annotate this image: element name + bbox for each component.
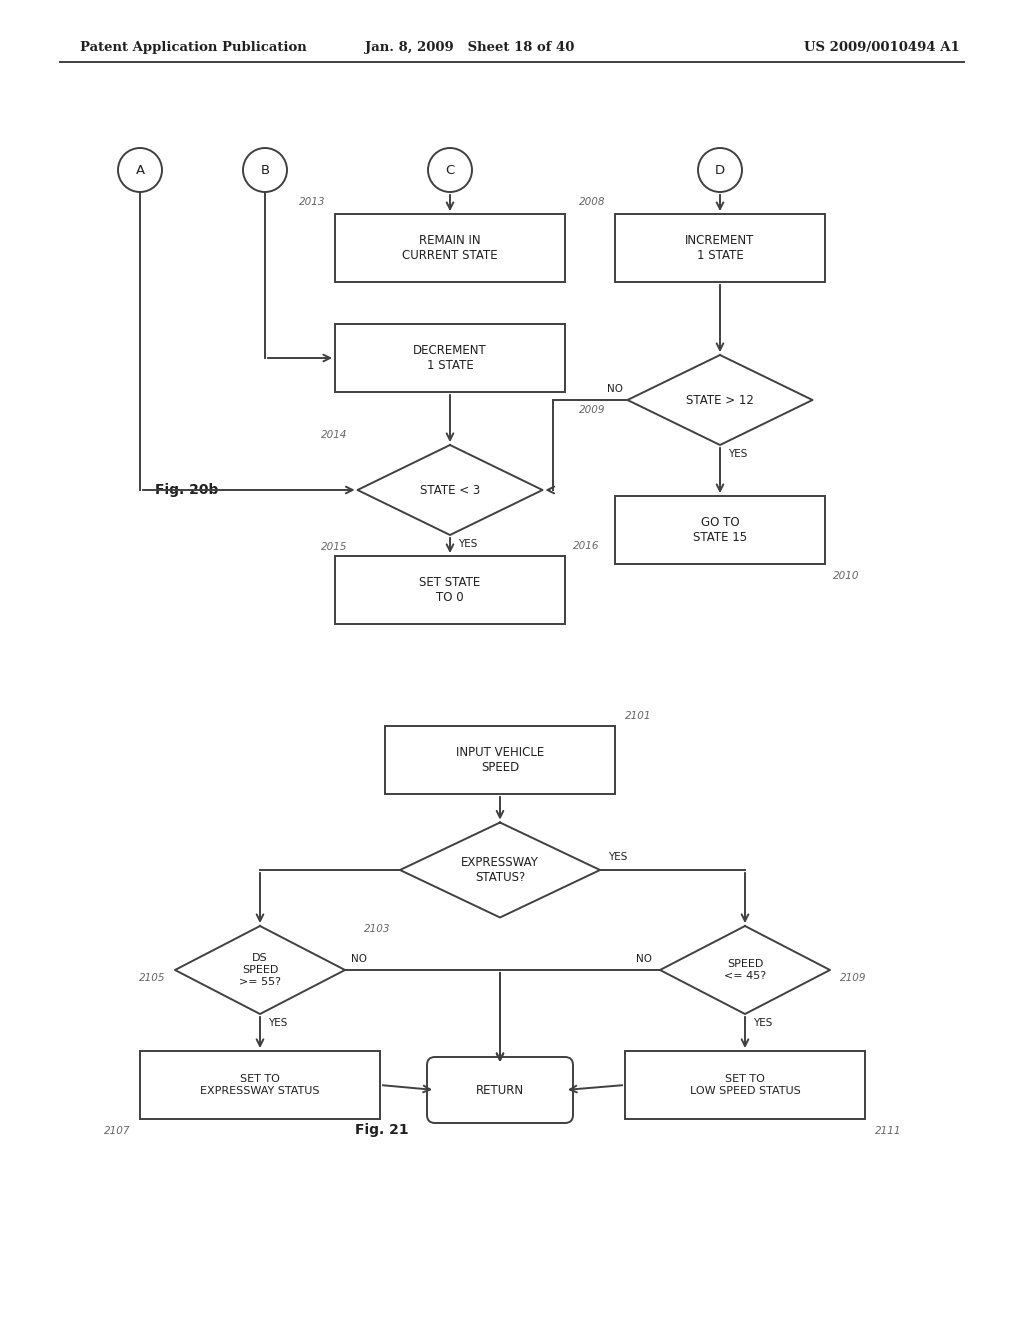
Text: REMAIN IN
CURRENT STATE: REMAIN IN CURRENT STATE [402,234,498,261]
Text: 2009: 2009 [579,405,605,414]
Text: YES: YES [728,449,748,459]
Text: 2109: 2109 [840,973,866,983]
Text: YES: YES [608,851,628,862]
Text: 2013: 2013 [299,197,325,207]
Polygon shape [660,927,830,1014]
Text: SET TO
EXPRESSWAY STATUS: SET TO EXPRESSWAY STATUS [201,1074,319,1096]
Text: US 2009/0010494 A1: US 2009/0010494 A1 [804,41,961,54]
Text: DS
SPEED
>= 55?: DS SPEED >= 55? [239,953,281,986]
Text: 2008: 2008 [579,197,605,207]
FancyBboxPatch shape [335,556,565,624]
Text: Patent Application Publication: Patent Application Publication [80,41,307,54]
Text: 2103: 2103 [364,924,390,935]
Text: 2107: 2107 [103,1126,130,1137]
Text: A: A [135,164,144,177]
Polygon shape [357,445,543,535]
Circle shape [243,148,287,191]
Text: Fig. 20b: Fig. 20b [155,483,218,498]
Text: B: B [260,164,269,177]
Text: SPEED
<= 45?: SPEED <= 45? [724,960,766,981]
Text: NO: NO [606,384,623,393]
Text: 2014: 2014 [321,430,347,440]
Text: STATE > 12: STATE > 12 [686,393,754,407]
FancyBboxPatch shape [140,1051,380,1119]
Text: EXPRESSWAY
STATUS?: EXPRESSWAY STATUS? [461,855,539,884]
Polygon shape [400,822,600,917]
Text: Jan. 8, 2009   Sheet 18 of 40: Jan. 8, 2009 Sheet 18 of 40 [366,41,574,54]
Text: YES: YES [268,1018,288,1028]
Text: SET STATE
TO 0: SET STATE TO 0 [420,576,480,605]
Text: 2016: 2016 [573,541,599,550]
Text: GO TO
STATE 15: GO TO STATE 15 [693,516,748,544]
Text: YES: YES [753,1018,772,1028]
Text: 2015: 2015 [321,543,347,552]
FancyBboxPatch shape [427,1057,573,1123]
Text: YES: YES [458,539,477,549]
Text: NO: NO [351,954,367,964]
Text: C: C [445,164,455,177]
Polygon shape [175,927,345,1014]
Circle shape [118,148,162,191]
Text: NO: NO [636,954,652,964]
Polygon shape [628,355,812,445]
Text: Fig. 21: Fig. 21 [355,1123,409,1137]
FancyBboxPatch shape [615,214,825,282]
Text: 2111: 2111 [874,1126,901,1137]
Text: 2105: 2105 [138,973,165,983]
Circle shape [428,148,472,191]
Text: 2010: 2010 [833,572,859,581]
Circle shape [698,148,742,191]
Text: INCREMENT
1 STATE: INCREMENT 1 STATE [685,234,755,261]
FancyBboxPatch shape [335,214,565,282]
FancyBboxPatch shape [335,323,565,392]
FancyBboxPatch shape [385,726,615,795]
Text: INPUT VEHICLE
SPEED: INPUT VEHICLE SPEED [456,746,544,774]
Text: SET TO
LOW SPEED STATUS: SET TO LOW SPEED STATUS [689,1074,801,1096]
Text: D: D [715,164,725,177]
FancyBboxPatch shape [625,1051,865,1119]
Text: 2101: 2101 [625,711,651,721]
Text: STATE < 3: STATE < 3 [420,483,480,496]
Text: DECREMENT
1 STATE: DECREMENT 1 STATE [413,345,486,372]
Text: RETURN: RETURN [476,1084,524,1097]
FancyBboxPatch shape [615,496,825,564]
